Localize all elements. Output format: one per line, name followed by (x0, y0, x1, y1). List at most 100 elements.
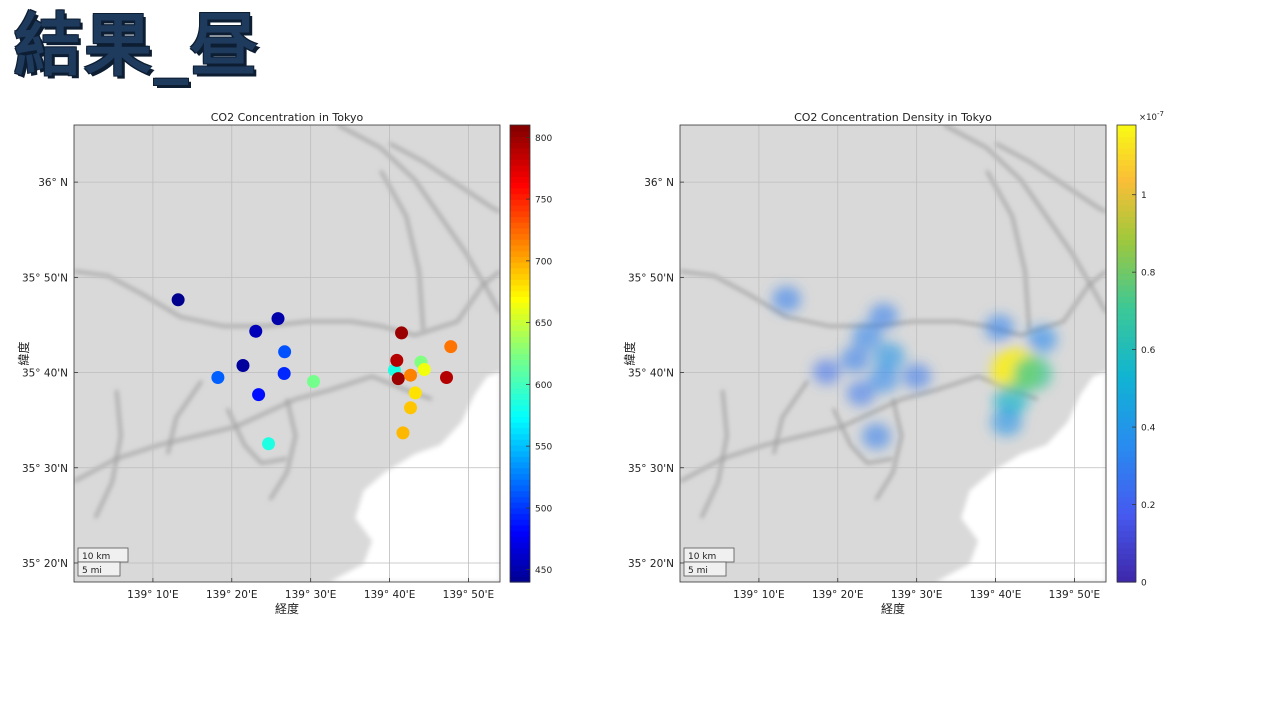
colorbar-segment (1117, 393, 1136, 400)
colorbar-segment (510, 450, 530, 457)
colorbar-segment (1117, 279, 1136, 286)
colorbar-segment (510, 416, 530, 423)
colorbar-exponent: ×10-7 (1139, 110, 1164, 123)
colorbar-segment (510, 376, 530, 383)
colorbar-segment (1117, 416, 1136, 423)
colorbar-segment (510, 393, 530, 400)
colorbar-segment (1117, 296, 1136, 303)
colorbar-segment (1117, 444, 1136, 452)
map-road (943, 125, 1106, 314)
colorbar-segment (1117, 519, 1136, 526)
colorbar-segment (1117, 410, 1136, 417)
colorbar-segment (510, 479, 530, 486)
scale-bar-km-label: 10 km (688, 552, 716, 562)
x-tick-label: 139° 20'E (812, 589, 864, 601)
density-blob (1026, 325, 1058, 353)
density-blob (846, 380, 876, 407)
colorbar-segment (510, 302, 530, 309)
y-tick-label: 35° 40'N (628, 368, 674, 380)
colorbar-segment (510, 502, 530, 509)
colorbar-segment (1117, 250, 1136, 257)
colorbar-segment (510, 273, 530, 280)
data-point (391, 372, 405, 386)
colorbar-segment (1117, 142, 1136, 149)
colorbar-segment (1117, 382, 1136, 389)
colorbar-segment (510, 216, 530, 223)
colorbar-segment (1117, 307, 1136, 315)
data-point (404, 368, 418, 382)
colorbar-segment (510, 153, 530, 160)
x-tick-label: 139° 40'E (364, 589, 416, 601)
colorbar-segment (510, 125, 530, 132)
colorbar-segment (1117, 559, 1136, 566)
colorbar-segment (510, 233, 530, 240)
colorbar-segment (510, 536, 530, 543)
map-road (994, 141, 1106, 214)
colorbar-segment (1117, 553, 1136, 560)
density-blob (840, 346, 870, 373)
colorbar-segment (1117, 210, 1136, 217)
colorbar-segment (510, 262, 530, 269)
colorbar-segment (510, 296, 530, 303)
slide-title: 結果_昼 (14, 7, 261, 86)
colorbar-segment (510, 467, 530, 475)
colorbar-tick-label: 800 (535, 134, 552, 144)
colorbar-segment (510, 136, 530, 143)
data-point (408, 386, 422, 400)
colorbar-exponent-power: -7 (1157, 110, 1164, 118)
co2-scatter-map: 139° 10'E 139° 20'E 139° 30'E 139° 40'E 139°… (16, 111, 552, 616)
colorbar-segment (510, 490, 530, 497)
data-point (417, 362, 431, 376)
colorbar-segment (510, 399, 530, 406)
colorbar-segment (510, 187, 530, 195)
colorbar-segment (510, 222, 530, 229)
colorbar-segment (510, 524, 530, 532)
colorbar-segment (1117, 536, 1136, 543)
colorbar-segment (510, 159, 530, 166)
colorbar-segment (1117, 342, 1136, 349)
data-point (236, 358, 250, 372)
colorbar-segment (510, 444, 530, 452)
colorbar-tick-label: 650 (535, 319, 552, 329)
colorbar-segment (1117, 267, 1136, 275)
colorbar-segment (510, 319, 530, 326)
x-axis-label: 経度 (881, 601, 905, 616)
colorbar-tick-label: 600 (535, 381, 552, 391)
colorbar-segment (510, 347, 530, 355)
map-road (388, 141, 500, 214)
colorbar-segment (1117, 199, 1136, 206)
colorbar-segment (510, 484, 530, 492)
colorbar-segment (1117, 490, 1136, 497)
colorbar-segment (1117, 547, 1136, 555)
x-tick-label: 139° 30'E (891, 589, 943, 601)
colorbar-segment (510, 193, 530, 200)
colorbar-segment (1117, 359, 1136, 366)
map-sea-bay (329, 371, 500, 582)
colorbar-segment (510, 496, 530, 503)
map-road (985, 169, 1031, 331)
colorbar-tick-label: 750 (535, 196, 552, 206)
colorbar-segment (510, 336, 530, 343)
colorbar-segment (1117, 524, 1136, 532)
map-road (772, 380, 810, 455)
map-road (680, 374, 1039, 483)
colorbar-tick-label: 0.8 (1141, 269, 1156, 279)
colorbar-segment (510, 284, 530, 292)
density-blob (984, 314, 1015, 342)
colorbar-segment (510, 130, 530, 138)
colorbar-segment (1117, 513, 1136, 520)
colorbar-segment (1117, 496, 1136, 503)
y-tick-label: 36° N (644, 177, 674, 189)
colorbar-segment (510, 279, 530, 286)
colorbar-segment (1117, 153, 1136, 160)
colorbar-segment (1117, 159, 1136, 166)
colorbar-segment (1117, 427, 1136, 435)
colorbar-segment (1117, 399, 1136, 406)
colorbar-segment (510, 182, 530, 189)
colorbar-segment (1117, 422, 1136, 429)
data-point (271, 312, 285, 326)
colorbar-segment (510, 199, 530, 206)
colorbar-segment (1117, 530, 1136, 537)
colorbar-segment (1117, 193, 1136, 200)
